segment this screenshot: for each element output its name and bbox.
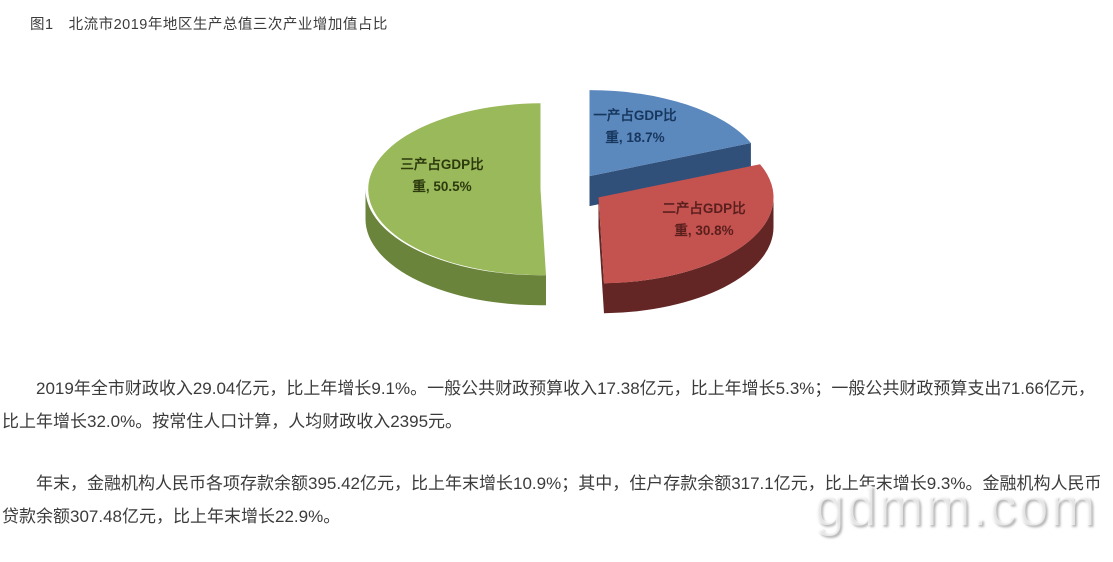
pie-label-line: 一产占GDP比: [593, 108, 677, 123]
pie-label-line: 重, 18.7%: [605, 130, 665, 145]
pie-label-line: 重, 50.5%: [412, 179, 472, 194]
pie-label-primary-industry: 一产占GDP比 重, 18.7%: [569, 105, 701, 149]
pie-chart: 一产占GDP比 重, 18.7% 二产占GDP比 重, 30.8% 三产占GDP…: [0, 55, 1113, 355]
pie-slice-path: [368, 103, 546, 276]
pie-slice-path: [598, 164, 774, 284]
pie-label-tertiary-industry: 三产占GDP比 重, 50.5%: [372, 154, 512, 198]
pie-label-line: 三产占GDP比: [400, 157, 484, 172]
pie-label-line: 二产占GDP比: [662, 201, 746, 216]
pie-label-line: 重, 30.8%: [674, 223, 734, 238]
paragraph-financial-institutions: 年末，金融机构人民币各项存款余额395.42亿元，比上年末增长10.9%；其中，…: [2, 474, 1102, 526]
pie-slice-path: [589, 143, 751, 207]
body-text: 2019年全市财政收入29.04亿元，比上年增长9.1%。一般公共财政预算收入1…: [2, 372, 1105, 562]
pie-label-secondary-industry: 二产占GDP比 重, 30.8%: [638, 198, 770, 242]
figure-title: 图1 北流市2019年地区生产总值三次产业增加值占比: [30, 17, 388, 33]
pie-slice-path: [604, 197, 774, 314]
pie-3d-graphic: [365, 90, 774, 314]
pie-slice-path: [589, 90, 751, 177]
paragraph-fiscal-revenue: 2019年全市财政收入29.04亿元，比上年增长9.1%。一般公共财政预算收入1…: [2, 379, 1095, 431]
pie-slice-path: [365, 189, 546, 306]
pie-slice-path: [598, 197, 604, 314]
